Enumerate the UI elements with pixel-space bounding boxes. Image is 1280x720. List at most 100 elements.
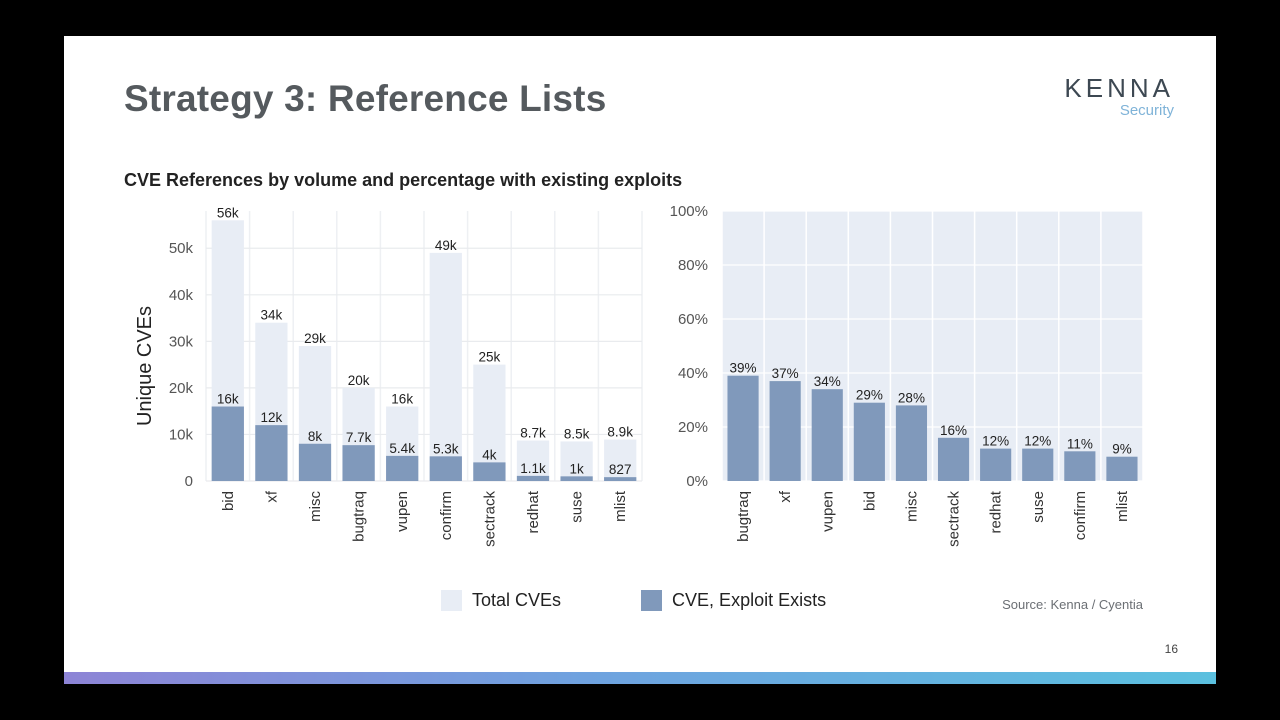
percent-ytick-label: 40%: [678, 365, 708, 382]
legend-label-total: Total CVEs: [472, 590, 562, 610]
percent-ytick-label: 20%: [678, 419, 708, 436]
percent-xtick-label: bugtraq: [735, 491, 752, 542]
volume-data-label: 1k: [569, 461, 584, 476]
volume-data-label: 8.7k: [520, 426, 546, 441]
volume-data-label: 20k: [348, 373, 370, 388]
page-number: 16: [1164, 642, 1178, 656]
percent-xtick-label: bid: [861, 491, 878, 511]
volume-data-label: 1.1k: [520, 461, 546, 476]
percent-xtick-label: suse: [1030, 491, 1047, 523]
volume-xtick-label: vupen: [394, 491, 411, 532]
percent-bar-exploit: [769, 381, 801, 481]
percent-ytick-label: 100%: [670, 203, 708, 220]
volume-data-label: 49k: [435, 238, 457, 253]
legend-label-exploit: CVE, Exploit Exists: [672, 590, 827, 610]
percent-data-label: 29%: [856, 388, 883, 403]
volume-bar-exploit: [604, 477, 637, 481]
volume-data-label: 8k: [308, 429, 323, 444]
logo-wordmark: KENNA: [1064, 73, 1174, 103]
percent-bar-exploit: [1064, 451, 1096, 481]
volume-bar-exploit: [429, 456, 462, 481]
volume-xtick-label: redhat: [525, 490, 542, 533]
percent-bar-exploit: [1022, 448, 1054, 481]
percent-bar-exploit: [1106, 456, 1138, 481]
volume-bar-total: [560, 441, 593, 481]
legend-swatch-exploit: [641, 590, 663, 611]
percent-data-label: 12%: [1024, 434, 1051, 449]
volume-data-label: 5.3k: [433, 441, 459, 456]
volume-bar-exploit: [473, 462, 506, 481]
percent-data-label: 16%: [940, 423, 967, 438]
volume-bar-exploit: [516, 475, 550, 481]
percent-bar-exploit: [727, 375, 759, 481]
slide-title: Strategy 3: Reference Lists: [124, 78, 607, 119]
volume-bar-exploit: [255, 425, 288, 481]
volume-bar-total: [604, 439, 637, 481]
percent-data-label: 12%: [982, 434, 1009, 449]
volume-data-label: 8.5k: [564, 426, 590, 441]
volume-xtick-label: confirm: [438, 491, 455, 540]
source-note: Source: Kenna / Cyentia: [1002, 597, 1143, 612]
percent-xtick-label: sectrack: [946, 491, 963, 547]
volume-bar-exploit: [211, 406, 244, 481]
percent-xtick-label: mlist: [1114, 490, 1131, 522]
volume-bar-chart: 0 10k 20k 30k 40k 50k Unique CVEs 56k 34k 29k 20k 1…: [134, 205, 643, 547]
volume-data-label: 7.7k: [346, 430, 372, 445]
volume-ylabel: Unique CVEs: [134, 306, 156, 426]
volume-data-label: 4k: [482, 447, 497, 462]
volume-bar-exploit: [298, 443, 332, 481]
volume-ytick-label: 40k: [169, 287, 194, 304]
footer-gradient-bar: [64, 672, 1216, 684]
volume-ytick-label: 20k: [169, 380, 194, 397]
volume-data-label: 5.4k: [389, 441, 415, 456]
percent-xtick-label: vupen: [819, 491, 836, 532]
volume-xtick-label: mlist: [612, 490, 629, 522]
percent-bar-exploit: [811, 389, 843, 481]
kenna-logo: KENNA Security: [1064, 74, 1174, 120]
volume-data-label: 34k: [261, 308, 283, 323]
percent-data-label: 37%: [772, 366, 799, 381]
volume-bar-total: [516, 440, 550, 481]
volume-xtick-label: misc: [307, 491, 324, 522]
logo-subtext: Security: [1119, 102, 1174, 119]
volume-data-label: 29k: [304, 331, 326, 346]
volume-xtick-label: bid: [220, 491, 237, 511]
volume-data-label: 16k: [391, 392, 413, 407]
volume-ytick-label: 0: [185, 473, 193, 490]
volume-xtick-label: sectrack: [481, 491, 498, 547]
percent-bar-exploit: [980, 448, 1012, 481]
legend-swatch-total: [441, 590, 462, 611]
volume-bar-exploit: [386, 455, 419, 481]
volume-bar-exploit: [342, 445, 375, 481]
volume-xtick-label: bugtraq: [351, 491, 368, 542]
percent-data-label: 28%: [898, 390, 925, 405]
percent-bar-exploit: [937, 437, 970, 481]
volume-xtick-label: suse: [569, 491, 586, 523]
volume-data-label: 25k: [479, 350, 501, 365]
volume-bar-total: [429, 252, 462, 481]
percent-data-label: 34%: [814, 374, 841, 389]
percent-data-label: 39%: [730, 361, 757, 376]
percentage-bar-chart: 0% 20% 40% 60% 80% 100% 39% 37% 34% 29% 28% 16% 12% 1…: [670, 203, 1144, 547]
percent-bar-exploit: [853, 402, 885, 481]
volume-data-label: 827: [609, 462, 632, 477]
percent-data-label: 9%: [1112, 442, 1132, 457]
percent-ytick-label: 60%: [678, 311, 708, 328]
chart-legend: Total CVEs CVE, Exploit Exists: [441, 590, 906, 611]
legend-item-total: Total CVEs: [441, 590, 561, 611]
volume-xtick-label: xf: [263, 490, 280, 503]
volume-data-label: 16k: [217, 392, 239, 407]
percent-xtick-label: xf: [777, 490, 794, 503]
chart-subtitle: CVE References by volume and percentage …: [124, 170, 683, 190]
volume-ytick-label: 50k: [169, 240, 194, 257]
volume-data-label: 12k: [261, 410, 283, 425]
volume-bar-total: [473, 364, 506, 481]
legend-item-exploit: CVE, Exploit Exists: [641, 590, 826, 611]
volume-data-label: 56k: [217, 205, 239, 220]
percent-data-label: 11%: [1067, 436, 1093, 451]
volume-ytick-label: 10k: [169, 426, 194, 443]
percent-xtick-label: redhat: [988, 490, 1005, 533]
volume-bar-exploit: [560, 476, 593, 481]
percent-ytick-label: 80%: [678, 257, 708, 274]
volume-ytick-label: 30k: [169, 333, 194, 350]
